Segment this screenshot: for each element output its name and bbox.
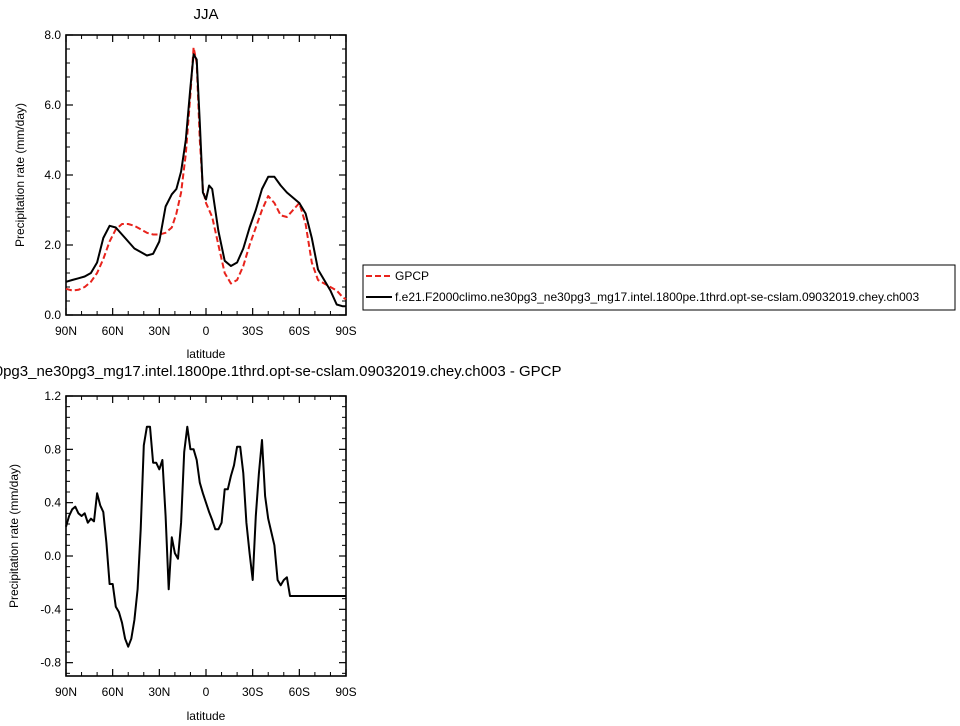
y-axis-label: Precipitation rate (mm/day) xyxy=(13,103,27,247)
y-tick-label: -0.4 xyxy=(40,602,61,616)
y-tick-label: 0.0 xyxy=(44,308,61,322)
y-tick-label: 2.0 xyxy=(44,238,61,252)
x-tick-label: 30N xyxy=(148,685,170,699)
x-tick-label: 30N xyxy=(148,324,170,338)
legend: GPCP f.e21.F2000climo.ne30pg3_ne30pg3_mg… xyxy=(362,264,956,311)
y-tick-label: -0.8 xyxy=(40,656,61,670)
chart-title: JJA xyxy=(193,6,218,23)
legend-label-model: f.e21.F2000climo.ne30pg3_ne30pg3_mg17.in… xyxy=(395,290,919,304)
series-group xyxy=(65,425,346,648)
y-tick-label: 0.0 xyxy=(44,549,61,563)
x-tick-label: 90S xyxy=(335,324,356,338)
x-tick-label: 60N xyxy=(102,324,124,338)
series-group xyxy=(65,46,347,308)
chart-title: f.e21.F2000climo.ne30pg3_ne30pg3_mg17.in… xyxy=(0,363,562,380)
y-tick-label: 0.4 xyxy=(44,496,61,510)
x-tick-label: 90S xyxy=(335,685,356,699)
series-line-gpcp xyxy=(65,46,347,301)
x-tick-label: 0 xyxy=(203,324,210,338)
x-tick-label: 60S xyxy=(289,685,310,699)
y-tick-label: 4.0 xyxy=(44,168,61,182)
panel-climatology: JJA 90N 60N 30N 0 30S 60S 90S 0.0 2.0 4.0 6.0 8.0 l… xyxy=(13,6,956,361)
x-tick-label: 90N xyxy=(55,685,77,699)
y-tick-label: 1.2 xyxy=(44,389,61,403)
x-tick-label: 30S xyxy=(242,685,263,699)
y-tick-label: 8.0 xyxy=(44,28,61,42)
legend-label-gpcp: GPCP xyxy=(395,269,429,283)
x-tick-label: 30S xyxy=(242,324,263,338)
y-tick-label: 0.8 xyxy=(44,442,61,456)
x-axis-label: latitude xyxy=(187,709,226,723)
axis-ticks: 90N 60N 30N 0 30S 60S 90S -0.8 -0.4 0.0 0.4 0.8 1.2 xyxy=(40,389,356,699)
x-tick-label: 60N xyxy=(102,685,124,699)
x-tick-label: 0 xyxy=(203,685,210,699)
plot-frame xyxy=(65,34,347,316)
legend-box xyxy=(362,264,956,311)
x-tick-label: 60S xyxy=(289,324,310,338)
series-line-model xyxy=(65,53,346,308)
plot-frame xyxy=(65,395,347,677)
y-tick-label: 6.0 xyxy=(44,98,61,112)
x-tick-label: 90N xyxy=(55,324,77,338)
series-line-model xyxy=(65,425,346,648)
x-axis-label: latitude xyxy=(187,347,226,361)
panel-difference: f.e21.F2000climo.ne30pg3_ne30pg3_mg17.in… xyxy=(0,363,562,723)
axis-ticks: 90N 60N 30N 0 30S 60S 90S 0.0 2.0 4.0 6.0 8.0 xyxy=(44,28,356,338)
y-axis-label: Precipitation rate (mm/day) xyxy=(7,464,21,608)
